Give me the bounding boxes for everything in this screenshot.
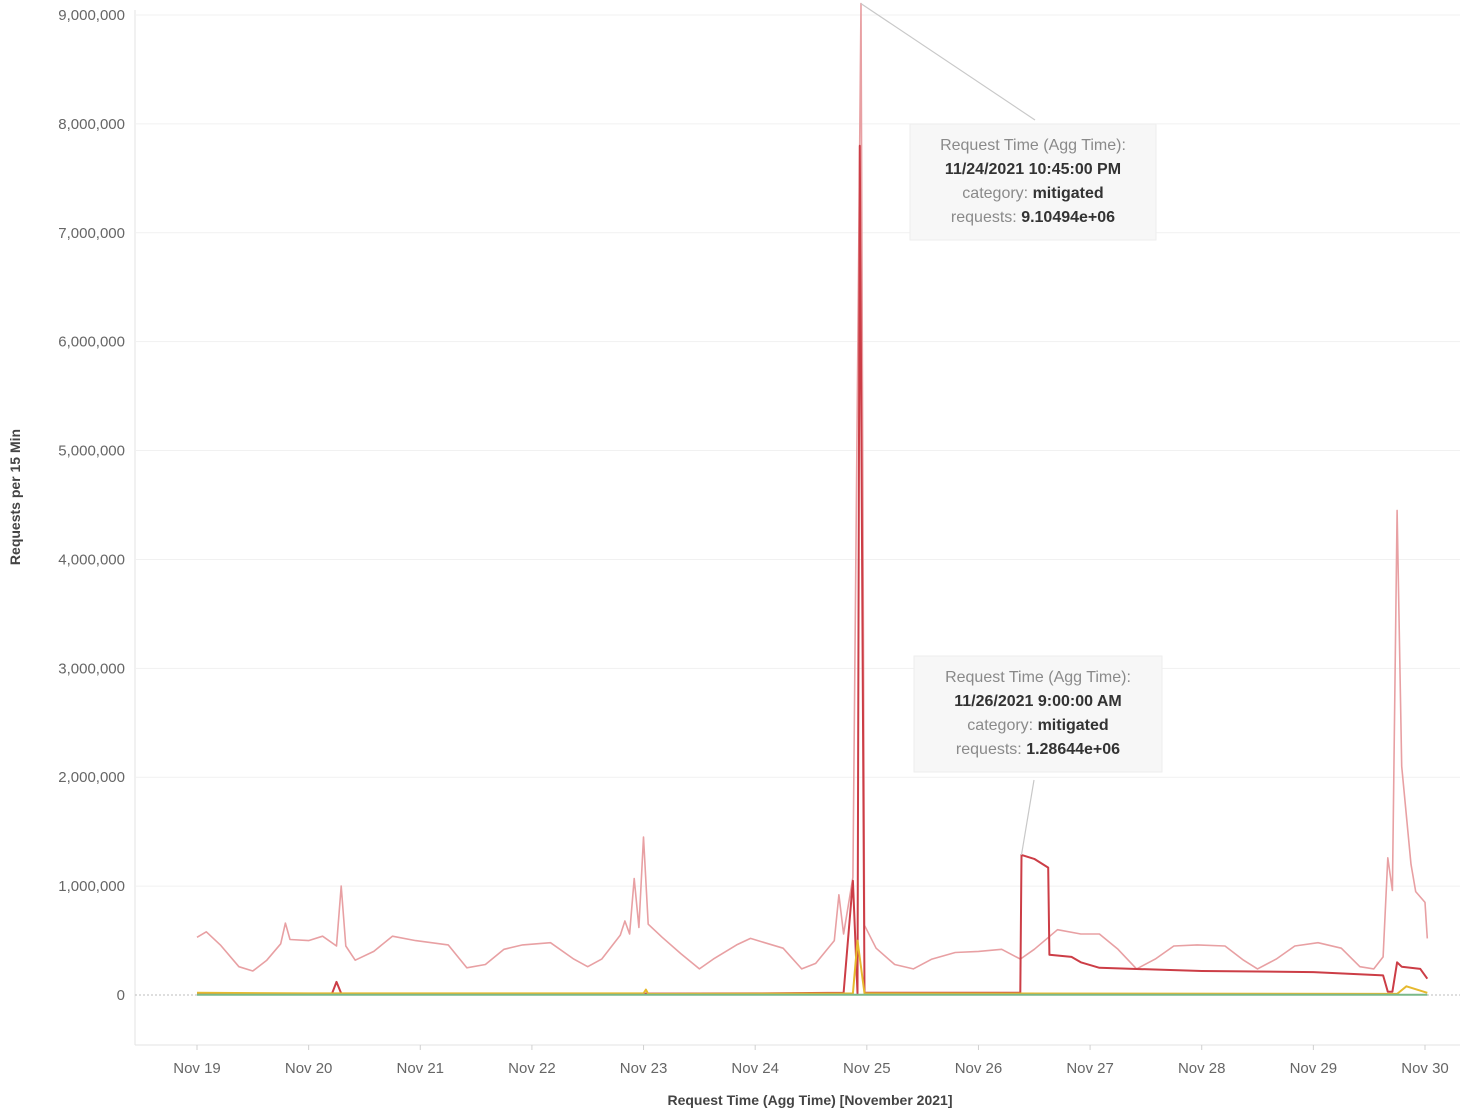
tooltip-value: 1.28644e+06 [1026, 741, 1120, 758]
x-tick-label: Nov 23 [620, 1060, 668, 1077]
tooltip-2: Request Time (Agg Time): 11/26/2021 9:00:… [913, 655, 1163, 856]
tooltip-value: 11/24/2021 10:45:00 PM [945, 161, 1121, 178]
y-tick-label: 4,000,000 [58, 551, 125, 568]
annotation-layer: Request Time (Agg Time): 11/24/2021 10:45… [860, 3, 1163, 856]
y-tick-label: 8,000,000 [58, 116, 125, 133]
tooltip-line: category: mitigated [962, 185, 1103, 202]
series-line-2 [197, 144, 1429, 995]
x-tick-label: Nov 21 [397, 1060, 445, 1077]
grid-layer [134, 10, 1460, 1046]
tooltip-1: Request Time (Agg Time): 11/24/2021 10:45… [860, 3, 1157, 241]
tooltip-label: Request Time (Agg Time): [940, 137, 1126, 154]
series-line-1 [196, 2, 1429, 972]
x-tick-label: Nov 27 [1066, 1060, 1114, 1077]
y-tick-label: 0 [117, 987, 125, 1004]
series-layer [196, 2, 1429, 996]
y-tick-label: 6,000,000 [58, 334, 125, 351]
y-tick-label: 2,000,000 [58, 769, 125, 786]
x-tick-label: Nov 22 [508, 1060, 556, 1077]
tooltip-value: mitigated [1033, 185, 1104, 202]
y-tick-label: 1,000,000 [58, 878, 125, 895]
tooltip-label: category: [962, 185, 1032, 202]
tooltip-line: category: mitigated [967, 717, 1108, 734]
tooltip-line: requests: 9.10494e+06 [951, 209, 1115, 226]
x-tick-label: Nov 25 [843, 1060, 891, 1077]
x-tick-label: Nov 28 [1178, 1060, 1226, 1077]
tooltip-label: category: [967, 717, 1037, 734]
x-tick-label: Nov 24 [731, 1060, 779, 1077]
tooltip-label: Request Time (Agg Time): [945, 669, 1131, 686]
x-axis: Nov 19 Nov 20 Nov 21 Nov 22 Nov 23 Nov 24 Nov … [173, 1045, 1449, 1077]
tooltip-line: 11/24/2021 10:45:00 PM [945, 161, 1121, 178]
y-tick-label: 5,000,000 [58, 443, 125, 460]
y-axis-title: Requests per 15 Min [7, 429, 23, 565]
tooltip-label: requests: [951, 209, 1021, 226]
x-tick-label: Nov 26 [955, 1060, 1003, 1077]
tooltip-leader [1020, 779, 1035, 856]
tooltip-box [913, 655, 1163, 773]
tooltip-line: Request Time (Agg Time): [940, 137, 1126, 154]
x-tick-label: Nov 30 [1401, 1060, 1449, 1077]
x-tick-label: Nov 29 [1290, 1060, 1338, 1077]
tooltip-line: Request Time (Agg Time): [945, 669, 1131, 686]
series-line-3 [196, 939, 1428, 995]
y-tick-label: 3,000,000 [58, 660, 125, 677]
tooltip-value: 11/26/2021 9:00:00 AM [954, 693, 1122, 710]
tooltip-line: requests: 1.28644e+06 [956, 741, 1120, 758]
x-tick-label: Nov 19 [173, 1060, 221, 1077]
x-tick-label: Nov 20 [285, 1060, 333, 1077]
y-tick-label: 7,000,000 [58, 225, 125, 242]
tooltip-value: 9.10494e+06 [1021, 209, 1115, 226]
tooltip-line: 11/26/2021 9:00:00 AM [954, 693, 1122, 710]
tooltip-box [909, 123, 1157, 241]
y-tick-label: 9,000,000 [58, 7, 125, 24]
tooltip-leader [860, 3, 1036, 121]
y-axis: 9,000,000 8,000,000 7,000,000 6,000,000 5,00… [58, 7, 125, 1004]
tooltip-label: requests: [956, 741, 1026, 758]
x-axis-title: Request Time (Agg Time) [November 2021] [667, 1092, 952, 1108]
tooltip-value: mitigated [1038, 717, 1109, 734]
